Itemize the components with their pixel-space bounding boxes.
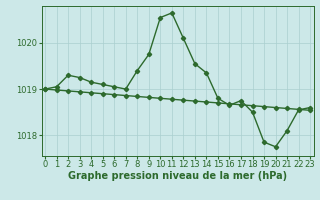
X-axis label: Graphe pression niveau de la mer (hPa): Graphe pression niveau de la mer (hPa) <box>68 171 287 181</box>
